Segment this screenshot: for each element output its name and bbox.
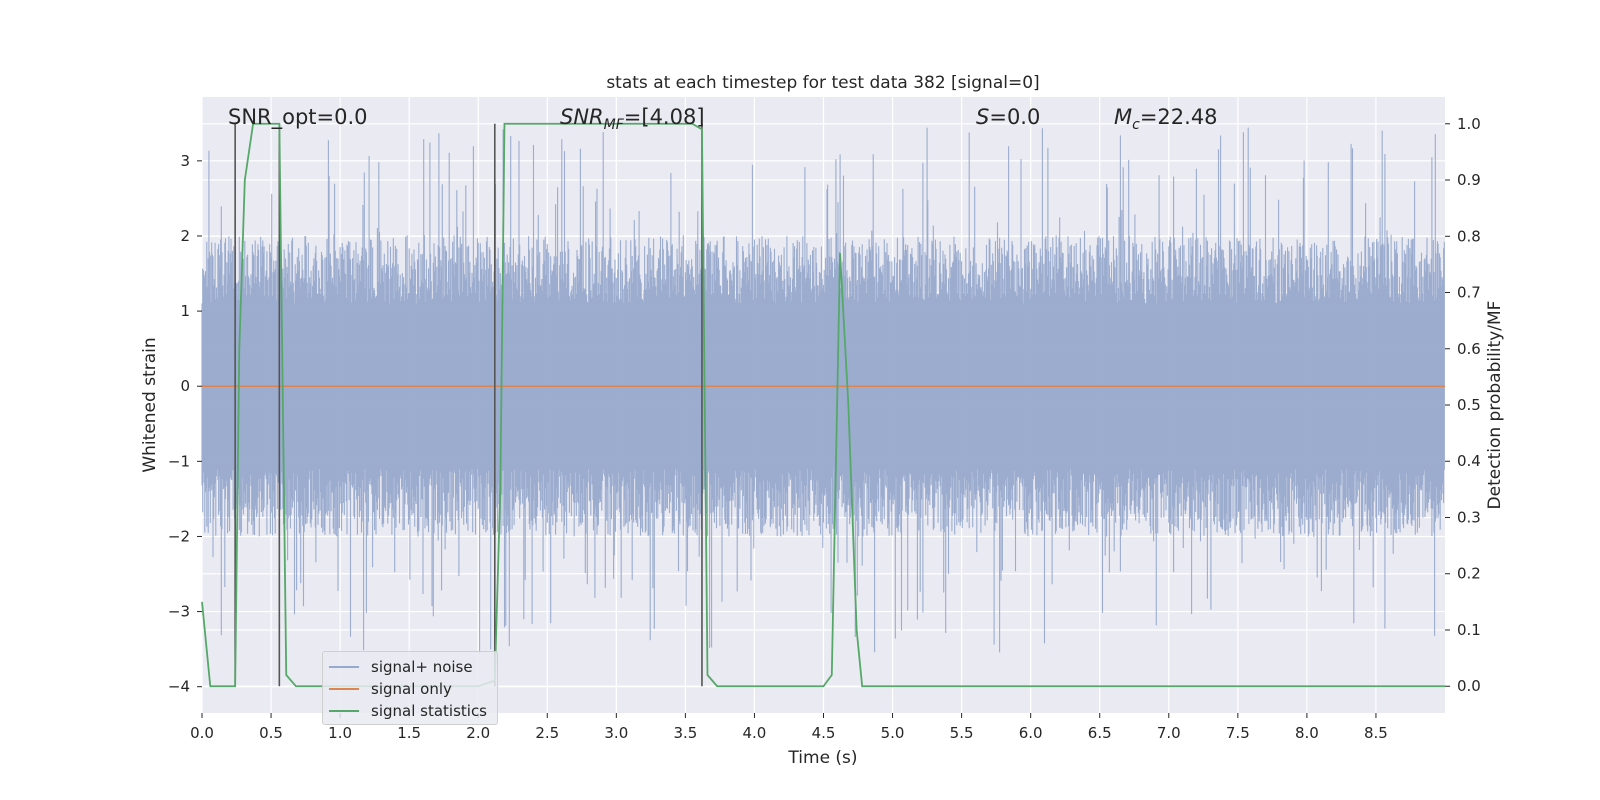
y-right-tick-label: 0.5	[1457, 396, 1481, 414]
y-right-tick-label: 0.9	[1457, 171, 1481, 189]
s-value: =0.0	[989, 105, 1040, 129]
y-right-tick-label: 1.0	[1457, 115, 1481, 133]
legend-item-signal-statistics: signal statistics	[323, 700, 497, 722]
tick-labels: 0.0 0.5 1.0 1.5 2.0 2.5 3.0 3.5 4.0 4.5 5.0 5.5 6.0 6…	[168, 115, 1481, 742]
y-right-tick-label: 0.2	[1457, 565, 1481, 583]
mc-value: =22.48	[1140, 105, 1218, 129]
x-tick-label: 1.0	[328, 724, 352, 742]
signal-statistics-line	[201, 122, 1445, 688]
y-tick-label: −2	[168, 527, 190, 545]
x-tick-label: 7.5	[1226, 724, 1250, 742]
mc-subscript: c	[1132, 117, 1140, 133]
y-right-tick-label: 0.7	[1457, 284, 1481, 302]
x-tick-label: 6.0	[1019, 724, 1043, 742]
x-tick-label: 5.0	[881, 724, 905, 742]
snr-mf-symbol: SNR	[560, 105, 604, 129]
x-tick-label: 3.5	[673, 724, 697, 742]
mc-annotation: Mc=22.48	[1114, 105, 1218, 133]
legend-swatch-signal-statistics	[329, 710, 359, 712]
y-axis-label: Whitened strain	[140, 337, 160, 472]
x-tick-label: 8.5	[1364, 724, 1388, 742]
x-tick-label: 7.0	[1157, 724, 1181, 742]
x-tick-label: 2.0	[466, 724, 490, 742]
x-tick-label: 0.5	[259, 724, 283, 742]
y-right-tick-label: 0.8	[1457, 227, 1481, 245]
x-tick-label: 4.0	[743, 724, 767, 742]
legend-swatch-signal-only	[329, 688, 359, 690]
y-tick-label: 0	[180, 377, 190, 395]
x-tick-label: 5.5	[950, 724, 974, 742]
x-tick-label: 1.5	[397, 724, 421, 742]
line-series	[201, 122, 1445, 688]
y-right-tick-label: 0.6	[1457, 340, 1481, 358]
x-tick-label: 2.5	[535, 724, 559, 742]
legend: signal+ noise signal only signal statist…	[322, 651, 498, 725]
x-axis-label: Time (s)	[787, 748, 857, 768]
snr-mf-value: =[4.08]	[624, 105, 705, 129]
x-tick-label: 8.0	[1295, 724, 1319, 742]
x-tick-label: 4.5	[812, 724, 836, 742]
snr-opt-annotation: SNR_opt=0.0	[228, 105, 368, 130]
legend-label-signal-statistics: signal statistics	[371, 702, 488, 720]
snr-mf-subscript: MF	[604, 117, 625, 133]
y-axis-right-label: Detection probability/MF	[1485, 301, 1505, 510]
x-tick-label: 6.5	[1088, 724, 1112, 742]
legend-swatch-signal-noise	[329, 666, 359, 668]
y-tick-label: −4	[168, 678, 190, 696]
chart-title: stats at each timestep for test data 382…	[606, 73, 1039, 93]
y-tick-label: 2	[180, 227, 190, 245]
y-tick-label: 1	[180, 302, 190, 320]
legend-item-signal-only: signal only	[323, 678, 497, 700]
mc-symbol: M	[1114, 105, 1132, 129]
legend-label-signal-only: signal only	[371, 680, 452, 698]
y-right-tick-label: 0.0	[1457, 677, 1481, 695]
legend-label-signal-noise: signal+ noise	[371, 658, 473, 676]
y-tick-label: −3	[168, 603, 190, 621]
y-tick-label: −1	[168, 452, 190, 470]
y-tick-label: 3	[180, 152, 190, 170]
y-right-tick-label: 0.4	[1457, 452, 1481, 470]
x-tick-label: 0.0	[190, 724, 214, 742]
y-right-tick-label: 0.3	[1457, 508, 1481, 526]
s-annotation: S=0.0	[976, 105, 1040, 129]
legend-item-signal-noise: signal+ noise	[323, 656, 497, 678]
s-symbol: S	[976, 105, 989, 129]
snr-mf-annotation: SNRMF=[4.08]	[560, 105, 705, 133]
y-right-tick-label: 0.1	[1457, 621, 1481, 639]
x-tick-label: 3.0	[604, 724, 628, 742]
